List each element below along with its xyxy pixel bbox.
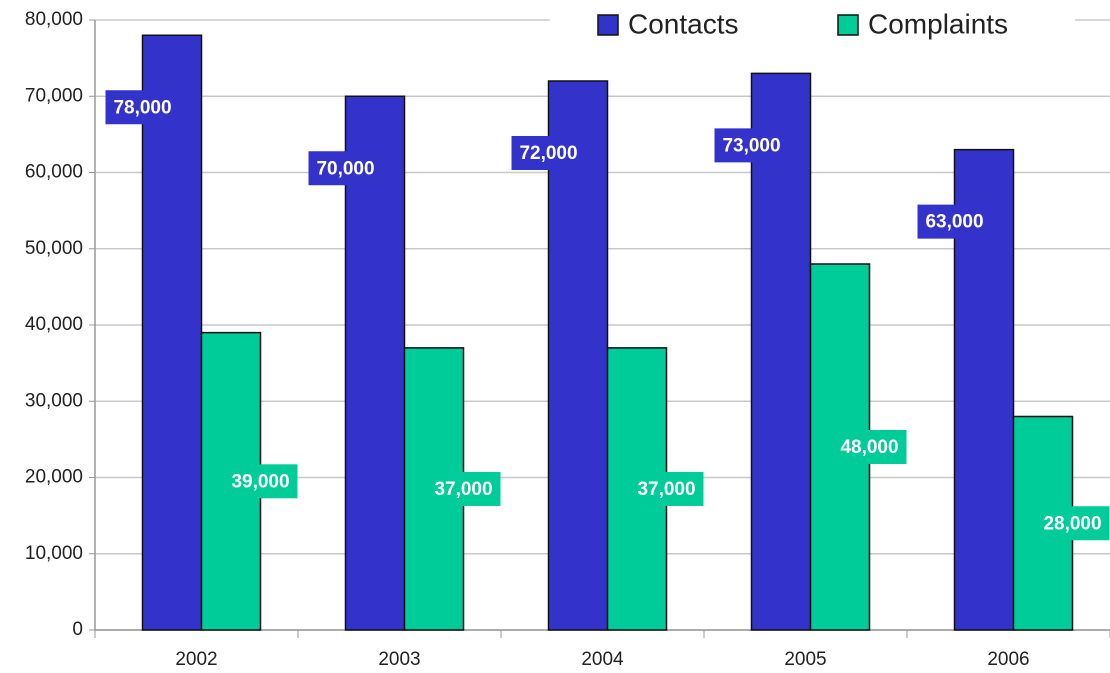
y-tick-label: 0 xyxy=(72,619,83,640)
value-label-bg xyxy=(832,430,907,464)
y-tick-label: 30,000 xyxy=(25,390,83,411)
value-label-bg xyxy=(105,90,180,125)
value-label: 37,000 xyxy=(434,479,492,500)
value-label: 70,000 xyxy=(316,158,374,179)
value-label-bg xyxy=(426,471,501,506)
y-tick-label: 50,000 xyxy=(25,238,83,259)
x-tick-label: 2002 xyxy=(175,649,217,670)
y-tick-label: 80,000 xyxy=(25,9,83,30)
bar xyxy=(547,80,609,631)
x-tick-label: 2006 xyxy=(987,649,1029,670)
value-label-bg xyxy=(308,151,383,186)
value-label-bg xyxy=(917,204,992,239)
value-label-bg xyxy=(511,136,586,170)
legend-label: Complaints xyxy=(868,8,1008,39)
value-label-bg xyxy=(1035,506,1110,541)
value-label-bg xyxy=(223,464,298,499)
value-label: 28,000 xyxy=(1043,513,1101,534)
bar xyxy=(141,34,203,631)
legend-bg xyxy=(550,2,1075,44)
value-label: 73,000 xyxy=(722,135,780,156)
value-label: 63,000 xyxy=(925,212,983,233)
x-tick-label: 2005 xyxy=(784,649,826,670)
y-tick-label: 60,000 xyxy=(25,162,83,183)
value-label: 78,000 xyxy=(113,97,171,118)
y-tick-label: 20,000 xyxy=(25,467,83,488)
legend-swatch xyxy=(597,14,619,36)
value-label-bg xyxy=(714,128,789,163)
legend-swatch xyxy=(837,14,859,36)
value-label-bg xyxy=(629,471,704,506)
y-tick-label: 40,000 xyxy=(25,314,83,335)
value-label: 39,000 xyxy=(231,471,289,492)
y-tick-label: 70,000 xyxy=(25,85,83,106)
value-label: 48,000 xyxy=(840,437,898,458)
legend-label: Contacts xyxy=(628,8,739,39)
value-label: 37,000 xyxy=(637,479,695,500)
x-tick-label: 2003 xyxy=(378,649,420,670)
x-tick-label: 2004 xyxy=(581,649,624,670)
y-tick-label: 10,000 xyxy=(25,543,83,564)
value-label: 72,000 xyxy=(519,143,577,164)
